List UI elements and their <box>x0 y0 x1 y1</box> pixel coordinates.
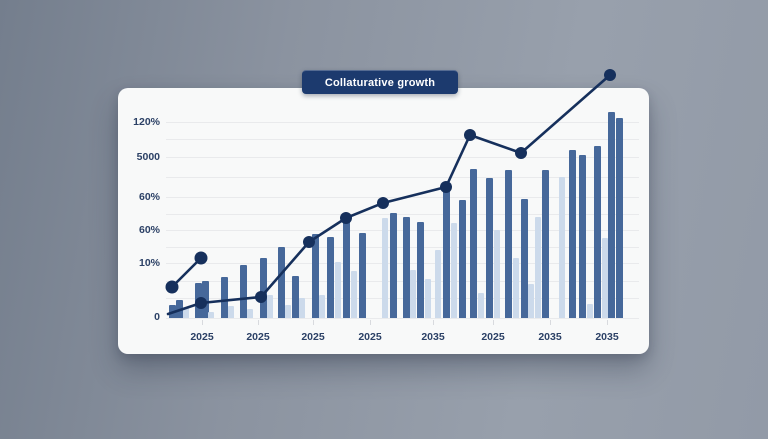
bar-light <box>208 312 214 318</box>
bar-light <box>267 295 273 318</box>
x-axis-tickmark <box>370 320 371 325</box>
bar-light <box>535 217 541 318</box>
bar-dark <box>277 247 285 318</box>
bar-dark <box>358 233 366 318</box>
x-axis-label: 2025 <box>481 331 505 343</box>
bar-dark <box>402 217 410 318</box>
bar-light <box>559 177 565 318</box>
bar-light <box>228 306 234 318</box>
bar-light <box>513 258 519 318</box>
bar-light <box>382 218 388 318</box>
bar-dark <box>568 150 576 318</box>
bar-dark <box>259 258 267 318</box>
x-axis-label: 2025 <box>246 331 270 343</box>
trend-line-marker <box>604 69 616 81</box>
x-axis-tickmark <box>258 320 259 325</box>
bar-dark <box>194 283 202 318</box>
y-axis-label: 60% <box>138 224 160 236</box>
x-axis-label: 2025 <box>190 331 214 343</box>
x-axis-label: 2035 <box>421 331 445 343</box>
bar-light <box>478 293 484 318</box>
y-axis-label: 5000 <box>136 151 160 163</box>
bar-light <box>528 284 534 318</box>
bar-light <box>247 309 253 318</box>
y-axis-label: 10% <box>138 257 160 269</box>
bar-light <box>494 230 500 318</box>
bar-dark <box>520 199 528 318</box>
bar-dark <box>342 218 350 318</box>
bar-dark <box>326 237 334 318</box>
x-axis-tickmark <box>607 320 608 325</box>
bar-dark <box>220 277 228 318</box>
gridline <box>166 139 639 140</box>
x-axis-tickmark <box>550 320 551 325</box>
bar-dark <box>578 155 586 318</box>
bar-dark <box>389 213 397 318</box>
chart-title-label: Collaturative growth <box>324 76 436 89</box>
bar-light <box>587 304 593 318</box>
bar-light <box>451 223 457 318</box>
bar-dark <box>541 170 549 318</box>
bar-light <box>435 250 441 318</box>
bar-light <box>299 298 305 318</box>
bar-dark <box>239 265 247 318</box>
bar-dark <box>607 112 615 318</box>
bar-light <box>183 307 189 318</box>
y-axis-label: 120% <box>133 116 160 128</box>
gridline <box>166 318 639 319</box>
y-axis-label: 60% <box>138 191 160 203</box>
y-axis-label: 0 <box>154 311 160 323</box>
x-axis-tickmark <box>493 320 494 325</box>
x-axis-label: 2035 <box>538 331 562 343</box>
bar-dark <box>485 178 493 318</box>
bar-light <box>351 271 357 318</box>
bar-dark <box>291 276 299 318</box>
bar-light <box>319 295 325 318</box>
bar-dark <box>168 305 176 318</box>
gridline <box>166 122 639 123</box>
bar-dark <box>504 170 512 318</box>
bar-dark <box>416 222 424 318</box>
bar-light <box>285 305 291 318</box>
bar-dark <box>615 118 623 318</box>
bar-dark <box>593 146 601 318</box>
x-axis-label: 2025 <box>358 331 382 343</box>
bar-dark <box>469 169 477 318</box>
bar-dark <box>311 234 319 318</box>
bar-dark <box>458 200 466 318</box>
bar-light <box>335 262 341 318</box>
bar-light <box>425 279 431 318</box>
x-axis-tickmark <box>202 320 203 325</box>
bar-dark <box>442 188 450 318</box>
x-axis-tickmark <box>433 320 434 325</box>
bar-dark <box>175 300 183 318</box>
chart-title-badge: Collaturative growth <box>302 70 458 94</box>
bar-light <box>410 270 416 318</box>
x-axis-label: 2025 <box>301 331 325 343</box>
x-axis-tickmark <box>313 320 314 325</box>
x-axis-label: 2035 <box>595 331 619 343</box>
